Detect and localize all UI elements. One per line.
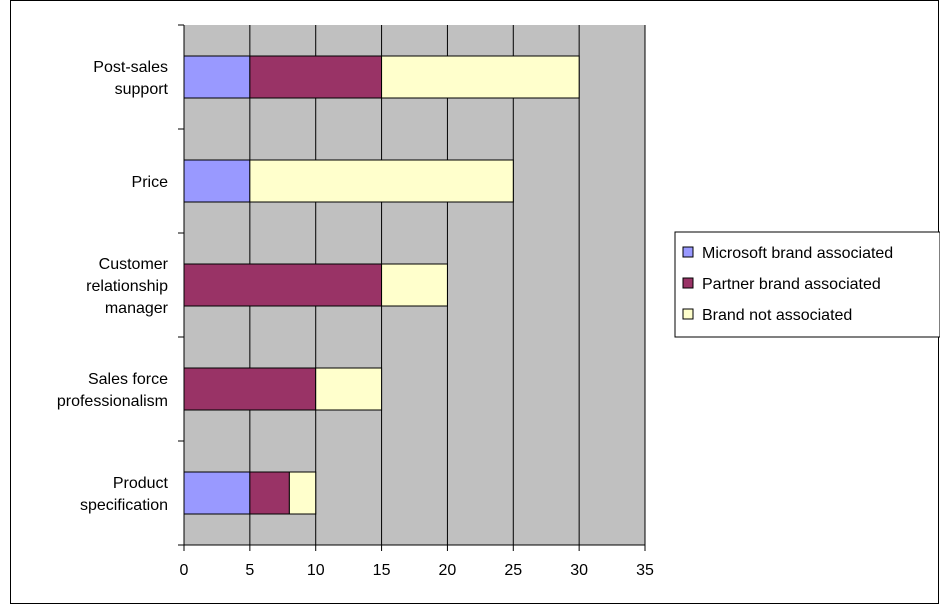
- bar-segment: [183, 159, 251, 203]
- category-label: Price: [132, 174, 169, 191]
- bar-segment: [249, 159, 514, 203]
- legend-swatch: [682, 246, 694, 258]
- legend-swatch: [682, 308, 694, 320]
- legend: Microsoft brand associated Partner brand …: [674, 231, 940, 338]
- bar-segment: [183, 263, 383, 307]
- bar-segment: [381, 263, 448, 307]
- bar-segment: [381, 55, 580, 99]
- category-label: Sales force: [88, 371, 168, 388]
- axes: [178, 24, 646, 551]
- bar-segment: [288, 471, 317, 515]
- category-label: relationship: [86, 278, 168, 295]
- bar-segment: [249, 471, 290, 515]
- category-label: Product: [113, 475, 169, 492]
- bar-segment: [183, 55, 251, 99]
- x-tick-label: 30: [570, 562, 588, 579]
- bar-segment: [249, 55, 383, 99]
- legend-label: Partner brand associated: [702, 276, 881, 293]
- category-label: manager: [105, 300, 169, 317]
- category-label: support: [115, 81, 169, 98]
- x-tick-label: 35: [636, 562, 654, 579]
- legend-label: Microsoft brand associated: [702, 245, 893, 262]
- bars: [183, 55, 580, 515]
- legend-box: [674, 231, 940, 338]
- bar-segment: [183, 367, 317, 411]
- x-tick-label: 5: [245, 562, 254, 579]
- x-tick-label: 10: [307, 562, 325, 579]
- bar-segment: [315, 367, 383, 411]
- category-label: professionalism: [57, 393, 168, 410]
- x-tick-label: 20: [439, 562, 457, 579]
- legend-swatch: [682, 277, 694, 289]
- legend-label: Brand not associated: [702, 307, 852, 324]
- x-tick-label: 15: [373, 562, 391, 579]
- category-label: Customer: [99, 256, 169, 273]
- x-tick-label: 0: [180, 562, 189, 579]
- bar-segment: [183, 471, 251, 515]
- category-label: Post-sales: [93, 59, 168, 76]
- category-label: specification: [80, 497, 168, 514]
- x-tick-label: 25: [504, 562, 522, 579]
- axis-labels: 0 5 10 15 20 25 30 35 Post-sales support Price Cust…: [57, 59, 654, 579]
